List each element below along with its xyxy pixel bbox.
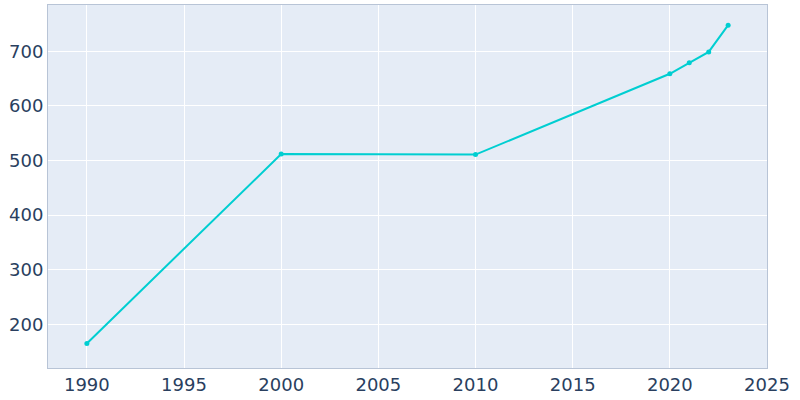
svg-text:600: 600 [9,95,43,116]
svg-text:2015: 2015 [550,374,596,395]
svg-text:2000: 2000 [258,374,304,395]
svg-text:1990: 1990 [64,374,110,395]
svg-text:300: 300 [9,259,43,280]
svg-text:200: 200 [9,314,43,335]
svg-text:2010: 2010 [453,374,499,395]
svg-text:700: 700 [9,41,43,62]
svg-text:1995: 1995 [161,374,207,395]
svg-text:2005: 2005 [355,374,401,395]
svg-text:500: 500 [9,150,43,171]
svg-text:400: 400 [9,204,43,225]
svg-text:2020: 2020 [647,374,693,395]
svg-text:2025: 2025 [744,374,790,395]
